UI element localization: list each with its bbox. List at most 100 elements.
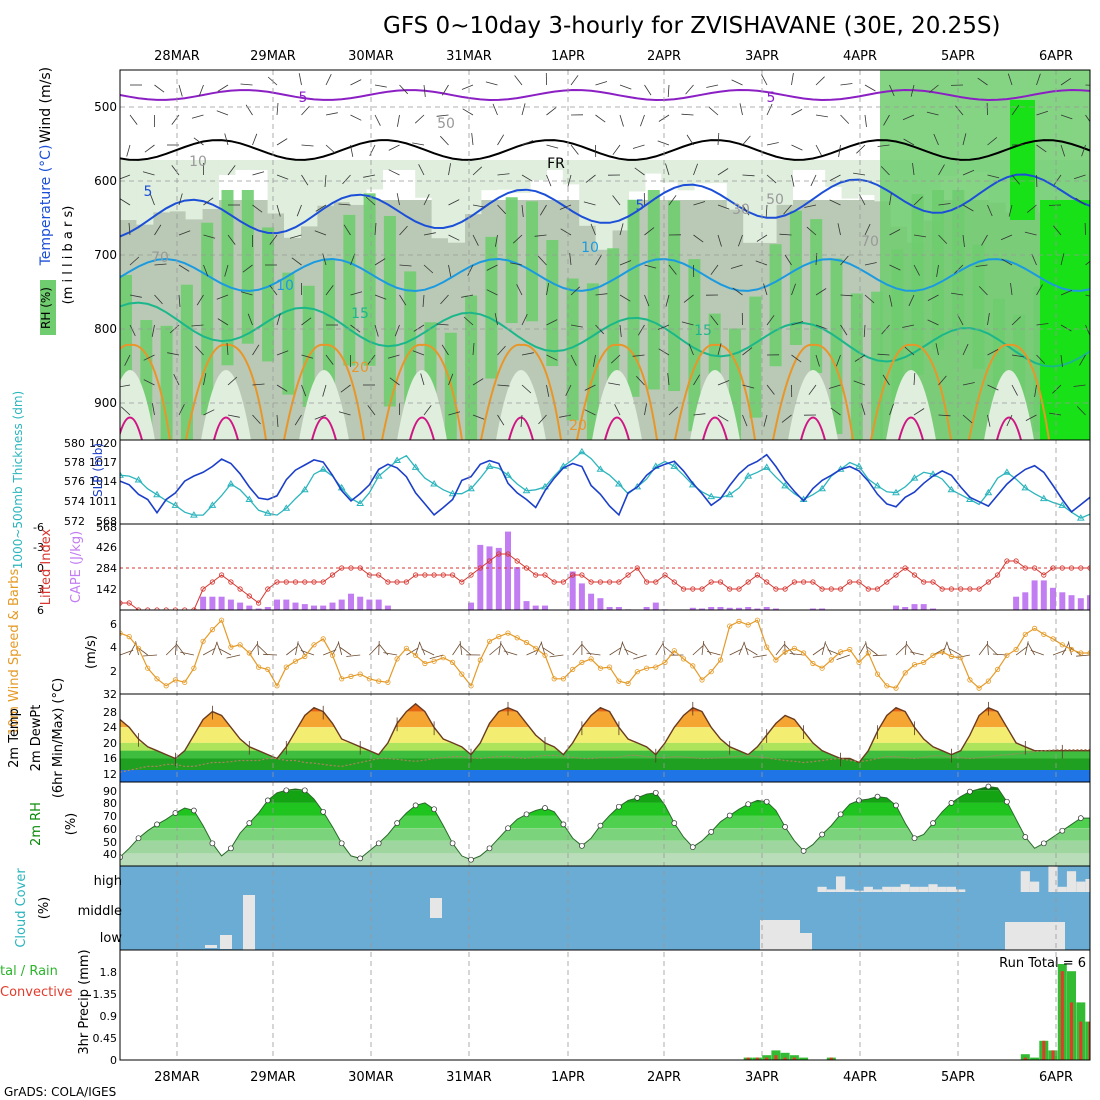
cape-bar (754, 608, 761, 610)
upper-air-wind-barbs (120, 72, 1090, 428)
cape-bar (689, 607, 696, 610)
wind-barb (538, 414, 547, 425)
wind-barb (612, 195, 621, 206)
rh2m-point (283, 787, 290, 794)
contour-label: 20 (569, 418, 587, 434)
wind-speed-point (237, 642, 243, 648)
rh2m-point (745, 801, 752, 808)
lifted-index-point (403, 579, 409, 585)
wind-barb (227, 376, 238, 386)
lifted-index-point (736, 586, 742, 592)
temperature-contour-25 (409, 416, 435, 440)
rh-shade-diurnal (690, 370, 740, 440)
wind10m-barb (542, 647, 555, 656)
cloud-high-bar (882, 886, 892, 892)
wind-barb (667, 373, 670, 386)
rh-shade-diurnal (299, 370, 349, 440)
wind-barb (242, 264, 253, 273)
wind-barb (546, 354, 558, 361)
wind-barb (791, 73, 794, 86)
wind-speed-point (1078, 650, 1084, 656)
lifted-index-point (126, 600, 132, 606)
lifted-index-series (120, 551, 1090, 610)
wind-barb (936, 264, 939, 277)
wind-barb (178, 193, 183, 206)
lifted-index-point (643, 579, 650, 585)
cloud-high-bar (900, 884, 910, 892)
upper-air-rh-shading (120, 70, 1090, 440)
wind-barb (538, 255, 547, 266)
rh2m-point (468, 856, 474, 863)
cape-bar (1059, 592, 1066, 610)
wind-barb (560, 228, 572, 236)
wind-barb (889, 193, 892, 206)
wind-barb (913, 196, 923, 206)
wind-barb (570, 75, 579, 86)
cloud-series (205, 866, 1090, 950)
wind-barb (902, 114, 915, 121)
wind-barb (644, 84, 652, 96)
wind-barb (903, 138, 915, 146)
wind-speed-point (884, 683, 890, 689)
rh2m-panel (120, 783, 1090, 866)
lifted-index-point (394, 579, 400, 585)
cape-bar (1068, 595, 1075, 610)
temperature-contour-20 (576, 343, 658, 440)
wind-barb (962, 204, 974, 212)
rh2m-point (375, 840, 382, 847)
rh2m-point (449, 840, 456, 847)
lifted-index-point (782, 586, 788, 592)
wind-barb (338, 411, 351, 416)
wind-barb (657, 324, 670, 330)
lifted-index-point (320, 579, 326, 585)
rh-shade-green (180, 284, 193, 440)
wind-barb (668, 195, 677, 206)
wind-barb (521, 384, 532, 394)
wind-barb (448, 199, 460, 206)
temperature-contour-20 (870, 343, 952, 440)
wind-barb (766, 384, 775, 395)
rh-shade-light (349, 160, 367, 205)
wind-barb (173, 374, 180, 386)
wind-barb (154, 294, 163, 305)
rh-units: (%) (64, 813, 79, 836)
wind-barb (521, 140, 534, 146)
rh-shade-light (661, 160, 679, 183)
contour-label: 70 (861, 234, 879, 250)
rh-shade-green (485, 236, 498, 379)
wind-barb (864, 84, 876, 92)
wind10m-barb (655, 642, 664, 656)
rh-shade-green (505, 197, 518, 324)
wind-barb (203, 409, 215, 416)
temp-tick: 16 (103, 752, 117, 765)
wind-barb (779, 233, 792, 236)
wind-speed-point (662, 659, 668, 666)
wind-barb (399, 84, 408, 95)
wind-barb (938, 234, 948, 244)
cloud-low-bar (205, 945, 217, 948)
rh-tick: 70 (103, 810, 117, 823)
wind-speed-point (754, 617, 761, 623)
rh-shade-light (431, 160, 449, 239)
wind-barb (975, 264, 988, 267)
wind-barb (178, 294, 181, 308)
rh2m-band (120, 828, 1090, 841)
precip-total-bar (1020, 1054, 1030, 1060)
wind-barb (667, 84, 670, 98)
cape-bar (930, 608, 936, 610)
wind-barb (423, 232, 436, 236)
wind-barb (1053, 174, 1062, 186)
wind-barb (350, 144, 354, 157)
lifted-index-point (921, 579, 927, 585)
wind-barb (889, 229, 901, 236)
lifted-index-point (274, 579, 280, 585)
wind10m-barb (323, 649, 337, 656)
wind-barb (619, 324, 622, 337)
wind-barb (954, 264, 964, 274)
lifted-index-point (422, 572, 428, 578)
rh-shade-diurnal (120, 370, 155, 440)
wind-barb (472, 414, 485, 420)
wind-barb (570, 144, 579, 155)
lifted-index-point (745, 579, 751, 585)
temperature-contour-20 (772, 343, 854, 440)
